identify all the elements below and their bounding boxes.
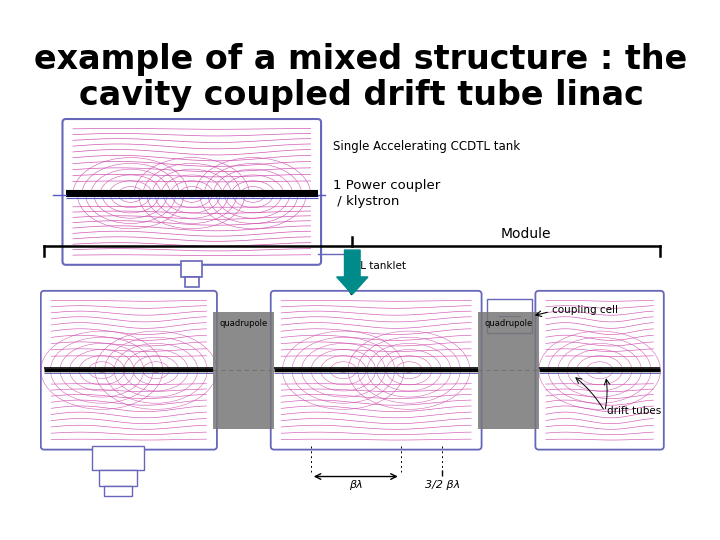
Text: DTL tanklet: DTL tanklet bbox=[346, 261, 405, 271]
Text: drift tubes: drift tubes bbox=[606, 407, 661, 416]
Bar bbox=[213, 312, 274, 429]
Bar bbox=[185, 277, 199, 287]
Bar bbox=[487, 299, 532, 333]
Text: quadrupole: quadrupole bbox=[220, 319, 268, 328]
Text: Module: Module bbox=[500, 227, 551, 241]
Text: cavity coupled drift tube linac: cavity coupled drift tube linac bbox=[78, 79, 644, 112]
Bar bbox=[99, 470, 137, 486]
FancyBboxPatch shape bbox=[536, 291, 664, 450]
FancyArrow shape bbox=[337, 250, 368, 294]
Text: example of a mixed structure : the: example of a mixed structure : the bbox=[35, 43, 688, 76]
Text: coupling cell: coupling cell bbox=[552, 305, 618, 315]
Bar bbox=[104, 486, 132, 496]
Bar bbox=[478, 312, 539, 429]
FancyBboxPatch shape bbox=[41, 291, 217, 450]
Bar bbox=[181, 261, 202, 277]
FancyBboxPatch shape bbox=[271, 291, 482, 450]
Text: 3/2 βλ: 3/2 βλ bbox=[425, 480, 460, 490]
Text: quadrupole: quadrupole bbox=[485, 319, 533, 328]
Bar bbox=[91, 446, 144, 470]
Text: Single Accelerating CCDTL tank: Single Accelerating CCDTL tank bbox=[333, 140, 521, 153]
Text: 1 Power coupler
 / klystron: 1 Power coupler / klystron bbox=[333, 179, 441, 208]
Text: βλ: βλ bbox=[349, 480, 363, 490]
FancyBboxPatch shape bbox=[63, 119, 321, 265]
